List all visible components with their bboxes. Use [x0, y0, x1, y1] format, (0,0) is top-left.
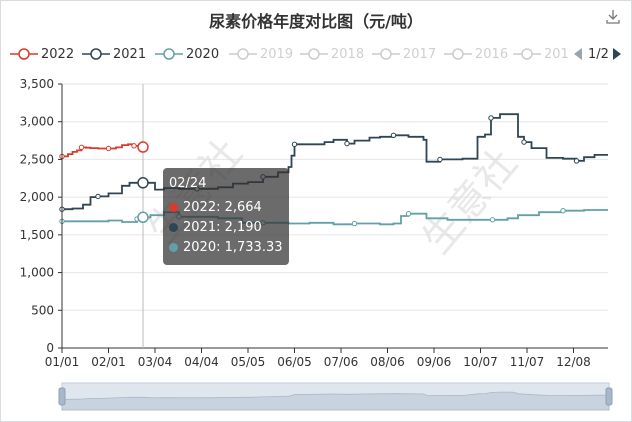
series-dot-icon — [169, 223, 178, 232]
series-line-2022 — [62, 143, 144, 158]
legend-label: 201 — [544, 47, 569, 62]
y-tick-label: 3,500 — [20, 77, 54, 91]
x-tick-label: 04/04 — [184, 355, 219, 369]
series-point-2021 — [291, 141, 298, 148]
x-tick-label: 10/07 — [463, 355, 498, 369]
x-tick-label: 07/06 — [324, 355, 359, 369]
highlight-point-2020[interactable] — [137, 211, 149, 224]
legend-label: 2016 — [475, 47, 509, 62]
tooltip-row: 2021: 2,190 — [169, 220, 262, 238]
series-point-2021 — [390, 132, 397, 138]
legend-prev-page-icon[interactable] — [574, 48, 582, 60]
legend-label: 2020 — [186, 47, 220, 62]
series-point-2020 — [351, 220, 358, 227]
series-point-2021 — [488, 115, 494, 121]
legend-line-marker-icon — [300, 48, 328, 60]
y-tick-label: 3,000 — [20, 115, 54, 129]
series-point-2021 — [573, 158, 580, 164]
series-point-2021 — [437, 156, 443, 163]
legend-line-marker-icon — [372, 48, 400, 60]
tooltip-value: 2020: 1,733.33 — [183, 240, 283, 255]
legend-label: 2017 — [403, 47, 437, 62]
y-tick-label: 2,500 — [20, 152, 54, 166]
x-tick-label: 11/07 — [510, 355, 545, 369]
x-tick-label: 12/08 — [556, 355, 591, 369]
series-point-2022 — [78, 144, 85, 151]
x-tick-label: 03/04 — [138, 355, 173, 369]
series-dot-icon — [169, 243, 178, 252]
zoom-handle-left[interactable] — [58, 387, 66, 406]
highlight-point-2021[interactable] — [137, 177, 149, 189]
x-tick-label: 09/06 — [417, 355, 452, 369]
legend-line-marker-icon — [444, 48, 472, 60]
legend-line-marker-icon — [155, 48, 183, 60]
y-tick-label: 500 — [31, 303, 54, 317]
series-point-2020 — [560, 208, 566, 214]
tooltip-row: 2020: 1,733.33 — [169, 240, 283, 258]
data-zoom-slider[interactable] — [58, 382, 613, 411]
series-point-2022 — [105, 145, 112, 152]
legend-page-label: 1/2 — [588, 47, 609, 62]
x-tick-label: 08/06 — [370, 355, 405, 369]
series-point-2021 — [95, 193, 101, 200]
legend-label: 2019 — [260, 47, 294, 62]
tooltip: 02/24 2022: 2,664 2021: 2,190 2020: 1,733.… — [163, 168, 289, 265]
y-tick-label: 2,000 — [20, 190, 54, 204]
chart-title: 尿素价格年度对比图（元/吨） — [209, 12, 423, 31]
y-tick-label: 1,500 — [20, 228, 54, 242]
series-point-2021 — [521, 139, 527, 145]
tooltip-value: 2021: 2,190 — [183, 220, 262, 235]
series-line-2021 — [62, 113, 608, 211]
highlight-point-2022[interactable] — [137, 141, 149, 153]
series-point-2021 — [344, 140, 350, 147]
series-dot-icon — [169, 203, 178, 212]
legend-next-page-icon[interactable] — [613, 48, 621, 60]
x-tick-label: 02/01 — [91, 355, 126, 369]
legend-label: 2022 — [41, 47, 75, 62]
x-tick-label: 06/05 — [277, 355, 312, 369]
tooltip-date: 02/24 — [169, 176, 207, 191]
legend-line-marker-icon — [10, 48, 38, 60]
x-tick-label: 05/05 — [231, 355, 266, 369]
zoom-preview — [61, 391, 610, 411]
legend-line-marker-icon — [229, 48, 257, 60]
tooltip-row: 2022: 2,664 — [169, 200, 262, 218]
y-tick-label: 0 — [46, 341, 54, 355]
series-point-2020 — [405, 211, 412, 217]
legend-label: 2018 — [331, 47, 365, 62]
download-icon[interactable] — [604, 8, 622, 26]
legend-line-marker-icon — [513, 48, 541, 60]
zoom-handle-right[interactable] — [605, 387, 613, 406]
series-point-2022 — [131, 143, 137, 149]
legend-label: 2021 — [113, 47, 147, 62]
legend-pager: 1/2 — [574, 46, 624, 66]
legend-line-marker-icon — [82, 48, 110, 60]
series-point-2020 — [489, 217, 496, 223]
y-tick-label: 1,000 — [20, 266, 54, 280]
tooltip-value: 2022: 2,664 — [183, 200, 262, 215]
x-tick-label: 01/01 — [45, 355, 80, 369]
